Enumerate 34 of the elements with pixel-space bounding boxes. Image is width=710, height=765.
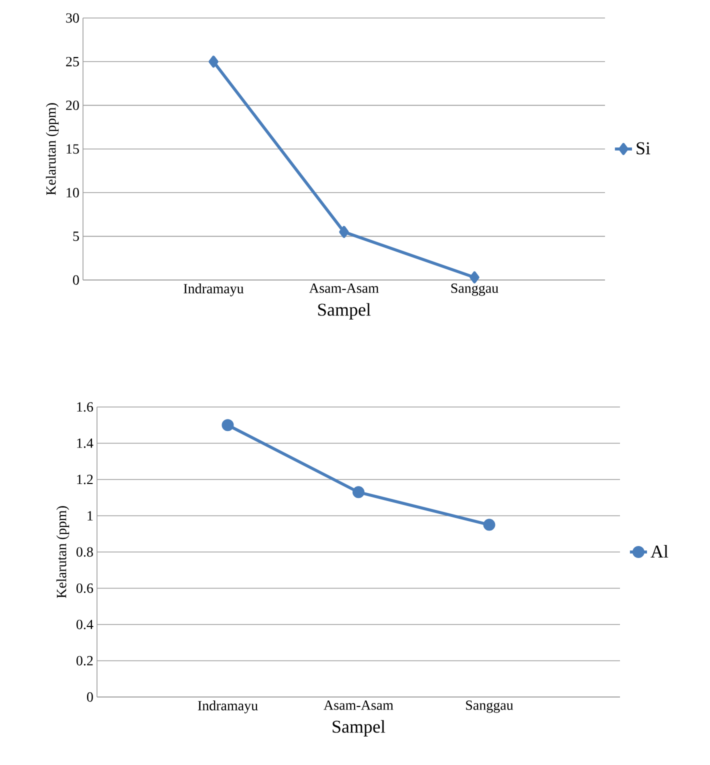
x-tick-label: Asam-Asam [309,284,379,293]
y-tick-label: 0 [73,275,79,285]
y-tick-label: 25 [66,56,79,66]
x-tick-label: Sanggau [451,284,498,296]
y-tick-label: 0.8 [76,547,93,557]
y-tick-label: 1.2 [77,474,93,484]
y-axis-title: Kelarutan (ppm) [46,103,59,196]
y-axis-title: Kelarutan (ppm) [56,506,70,598]
y-tick-label: 0.2 [76,656,93,666]
y-tick-label: 30 [66,13,79,23]
y-tick-label: 5 [73,232,79,241]
y-tick-label: 20 [66,100,79,110]
point [222,419,234,432]
x-tick-label: Sanggau [466,700,514,713]
x-axis-title: Sampel [332,720,386,736]
point [352,486,365,498]
x-tick-label: Asam-Asam [324,700,394,710]
legend-label: Al [650,544,668,558]
y-tick-label: 0.6 [76,583,94,594]
y-tick-label: 0 [87,692,93,702]
y-tick-label: 15 [66,144,79,154]
y-tick-label: 0.4 [76,620,94,630]
x-axis-title: Sampel [318,303,371,320]
point [483,518,496,531]
point [470,271,480,284]
y-tick-label: 10 [66,188,79,198]
point [208,56,218,68]
y-tick-label: 1.6 [77,402,94,412]
legend-label: Si [636,142,650,154]
point [339,226,349,238]
y-tick-label: 1 [88,511,93,520]
x-tick-label: Indramayu [198,700,258,714]
y-tick-label: 1.4 [77,438,94,448]
x-tick-label: Indramayu [184,284,244,296]
